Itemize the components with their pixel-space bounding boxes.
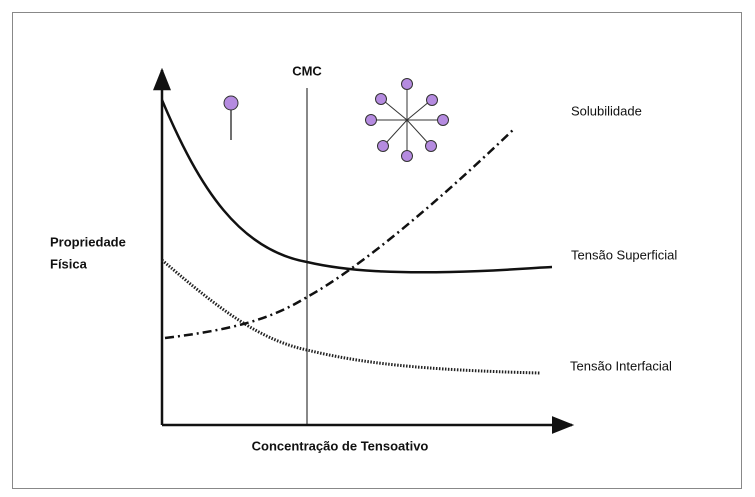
monomer-icon (223, 95, 239, 140)
surface-tension-curve (160, 99, 553, 274)
curve-label: Solubilidade (571, 103, 642, 118)
y-axis-label: Física (50, 256, 88, 271)
frame (12, 12, 742, 489)
y-axis-label: Propriedade (50, 234, 126, 249)
curve-label: Tensão Interfacial (570, 358, 672, 373)
micelle-icon (365, 78, 449, 162)
x-axis-label: Concentração de Tensoativo (252, 438, 429, 453)
solubility-curve (164, 127, 516, 340)
curve-label: Tensão Superficial (571, 247, 677, 262)
interfacial-tension-curve (161, 258, 541, 375)
cmc-label: CMC (292, 63, 322, 78)
